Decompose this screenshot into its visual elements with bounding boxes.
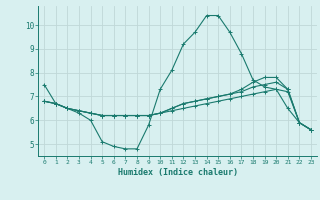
X-axis label: Humidex (Indice chaleur): Humidex (Indice chaleur) xyxy=(118,168,238,177)
